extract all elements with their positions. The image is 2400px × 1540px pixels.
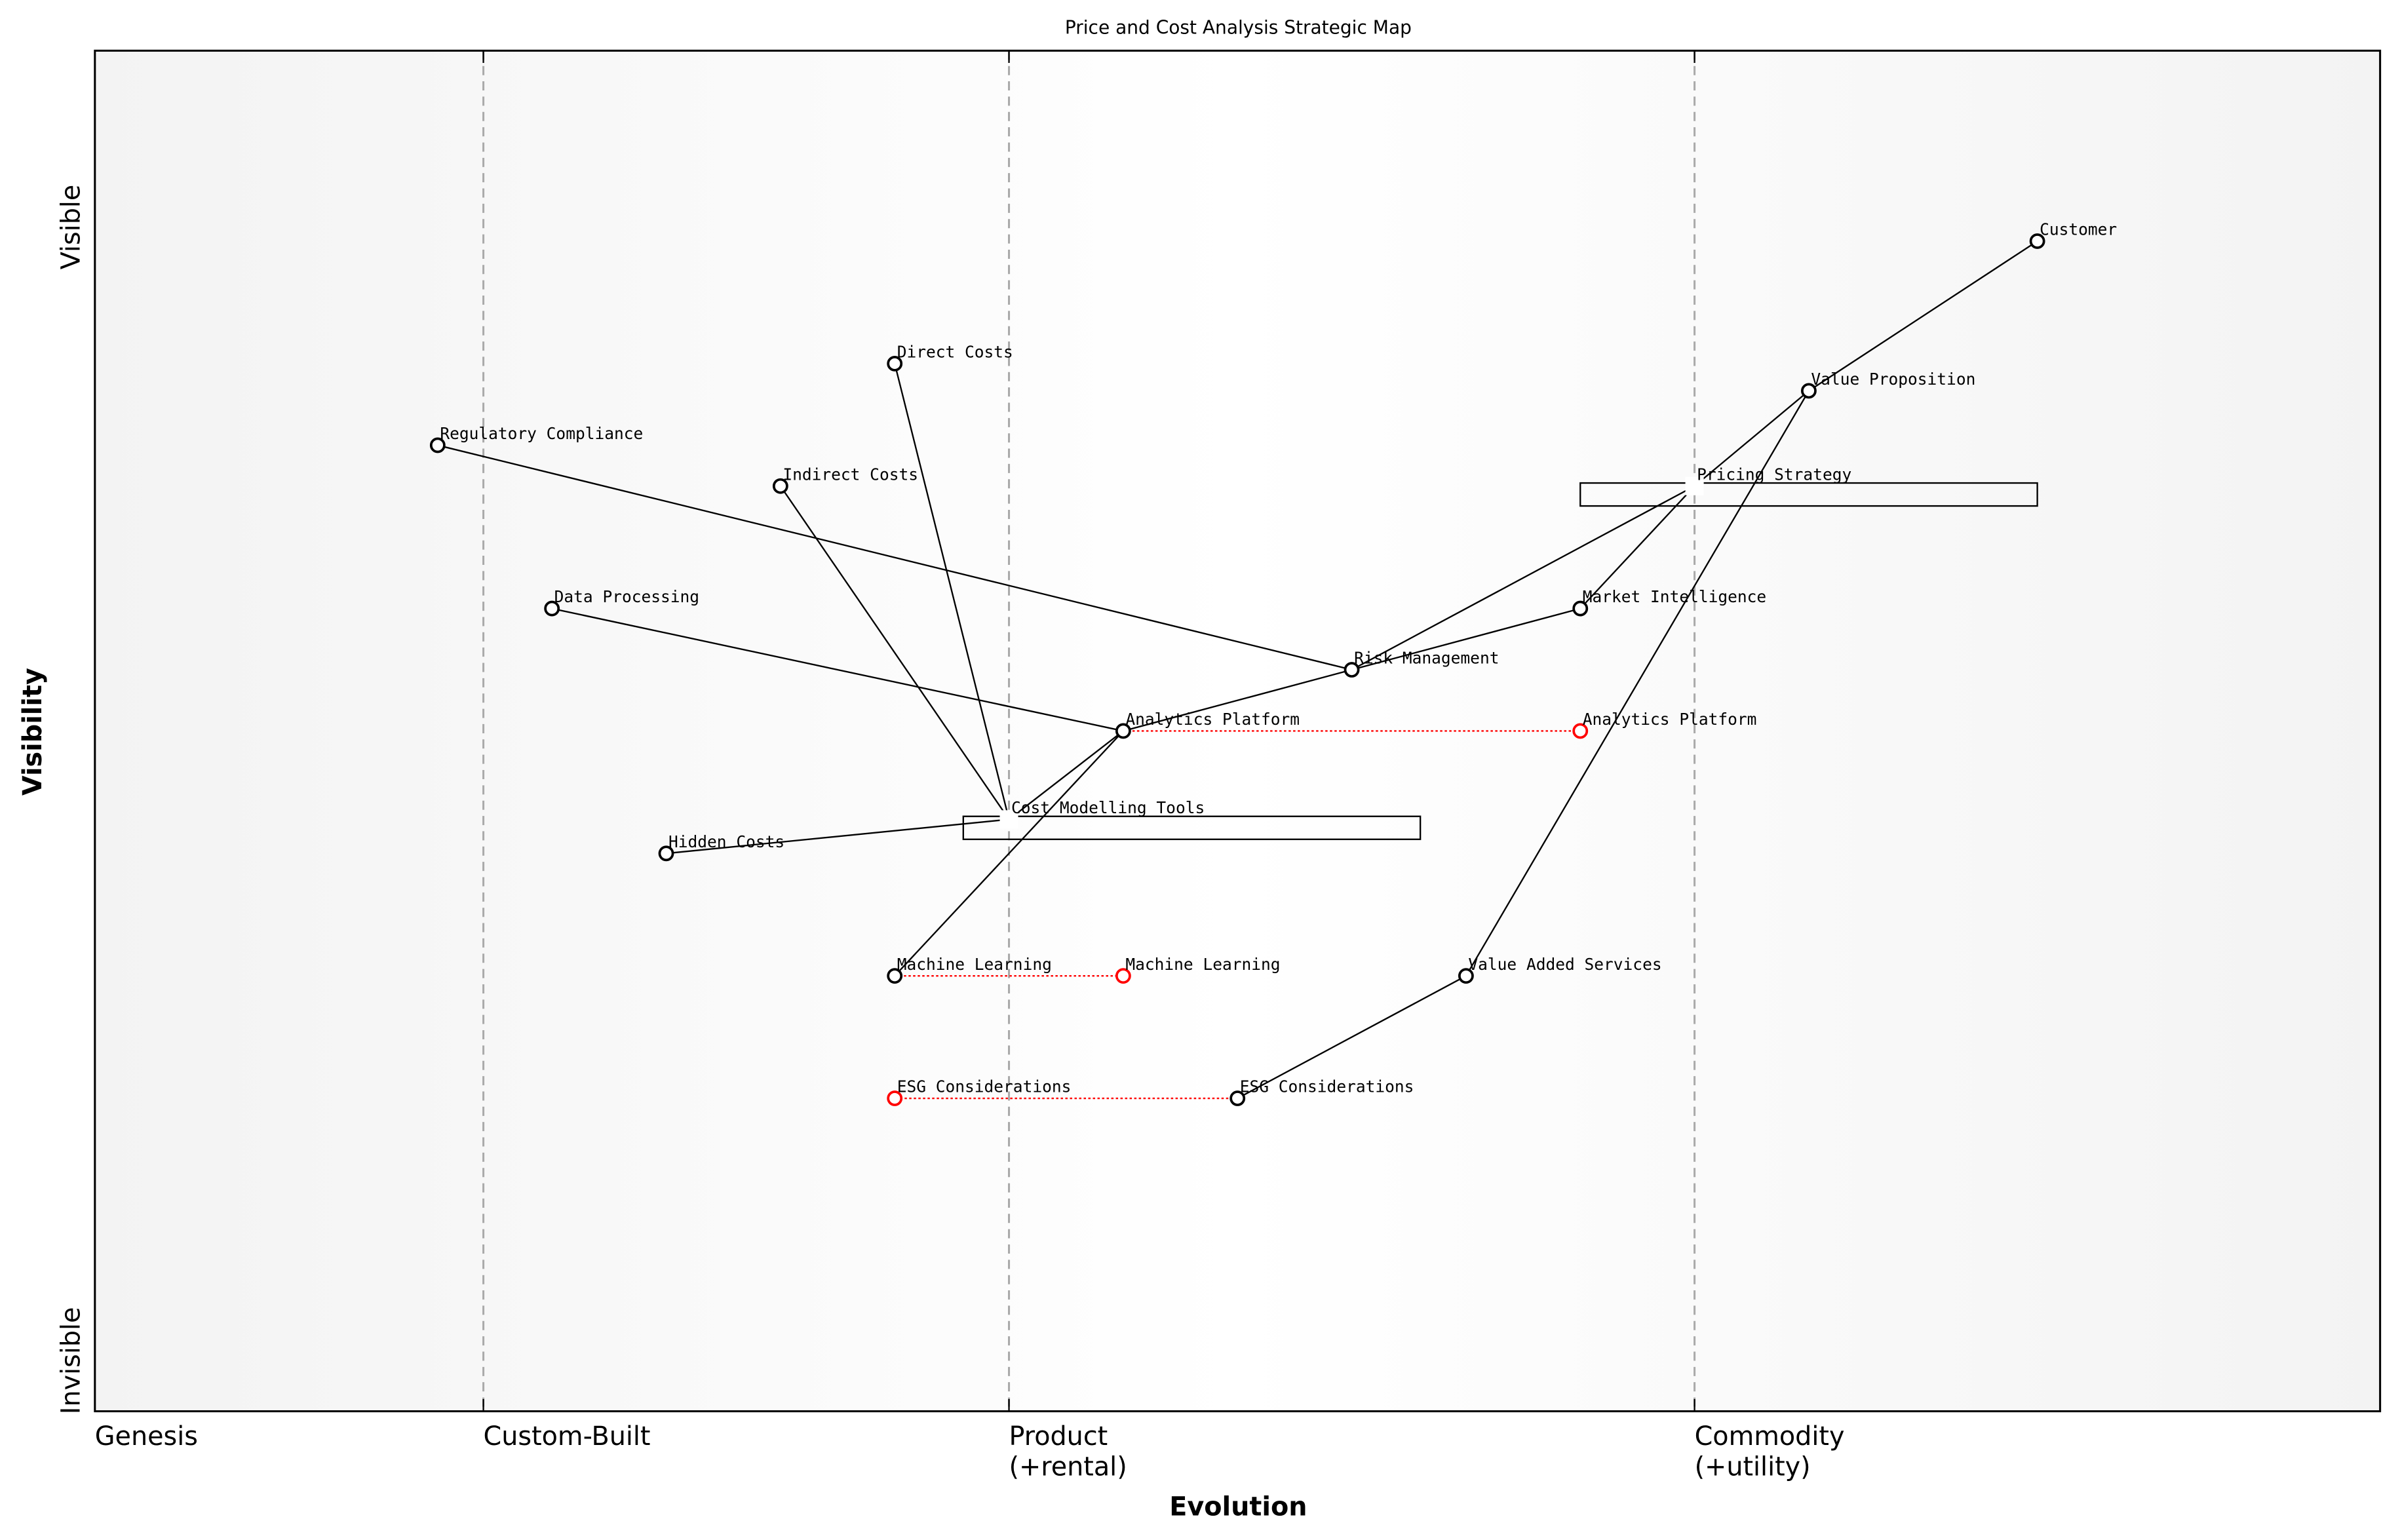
component-value_added_services[interactable]: Value Added Services [1458,955,1662,984]
background-band-left [94,50,1239,1412]
component-node[interactable] [772,478,788,494]
component-label: Customer [2040,220,2117,239]
component-risk_management[interactable]: Risk Management [1344,649,1500,678]
plot-frame [94,49,2382,1413]
component-data_processing[interactable]: Data Processing [544,587,699,617]
component-hidden_costs[interactable]: Hidden Costs [658,832,784,862]
component-node[interactable] [544,600,560,617]
link-risk_management-analytics_platform [1123,668,1352,732]
link-analytics_platform-machine_learning [894,730,1124,976]
component-label: Market Intelligence [1583,587,1766,606]
link-pricing_strategy-risk_management [1351,485,1695,671]
component-label: Regulatory Compliance [440,424,643,443]
plot-area: Customer Value Proposition Pricing Strateg… [94,49,2382,1413]
x-tick-label: Custom-Built [484,1421,651,1452]
component-label: Hidden Costs [668,832,784,851]
component-label: Pricing Strategy [1697,465,1851,484]
link-value_proposition-pricing_strategy [1694,390,1810,487]
pipeline-anchor-cost_modelling_tools [999,810,1018,829]
component-label: Direct Costs [897,343,1013,362]
component-node[interactable] [1572,600,1589,617]
component-node[interactable] [1344,662,1360,678]
link-cost_modelling_tools-hidden_costs [666,818,1009,855]
link-value_added_services-esg_considerations [1237,975,1467,1100]
component-node[interactable] [887,355,903,372]
x-tick-label: Commodity (+utility) [1695,1421,1845,1482]
component-label: Indirect Costs [783,465,918,484]
component-node[interactable] [429,437,446,453]
link-analytics_platform-cost_modelling_tools [1008,730,1124,820]
evolved-label: Analytics Platform [1583,710,1757,729]
component-label: Value Proposition [1811,370,1975,389]
component-value_proposition[interactable]: Value Proposition [1801,370,1975,399]
y-axis-bottom-label: Invisible [56,1307,86,1415]
evolved-label: ESG Considerations [897,1077,1072,1096]
component-label: Data Processing [554,587,699,606]
component-analytics_platform[interactable]: Analytics Platform [1115,710,1300,739]
link-cost_modelling_tools-direct_costs [894,363,1010,820]
evolved-esg_considerations[interactable]: ESG Considerations [887,1077,1072,1106]
pipeline-pricing_strategy [1579,482,2038,507]
evolved-label: Machine Learning [1125,955,1280,974]
component-label: Analytics Platform [1125,710,1300,729]
x-axis-label: Evolution [1169,1492,1307,1522]
x-tick-label: Product (+rental) [1009,1421,1127,1482]
component-label: Machine Learning [897,955,1052,974]
component-label: ESG Considerations [1240,1077,1414,1096]
y-axis-label: Visibility [18,668,48,796]
component-node[interactable] [1229,1090,1246,1106]
component-indirect_costs[interactable]: Indirect Costs [772,465,918,494]
evolved-analytics_platform[interactable]: Analytics Platform [1572,710,1757,739]
y-axis-top-label: Visible [56,185,86,270]
component-node[interactable] [1801,383,1817,399]
link-analytics_platform-data_processing [551,607,1124,732]
component-node[interactable] [2029,233,2045,249]
component-label: Value Added Services [1468,955,1661,974]
component-regulatory_compliance[interactable]: Regulatory Compliance [429,424,643,453]
component-node[interactable] [1115,723,1131,739]
link-risk_management-regulatory_compliance [437,444,1352,671]
evolved-node[interactable] [1572,723,1589,739]
component-label: Cost Modelling Tools [1011,798,1205,817]
link-customer-value_proposition [1808,241,2038,392]
component-label: Risk Management [1354,649,1499,668]
link-cost_modelling_tools-indirect_costs [779,486,1010,820]
component-esg_considerations[interactable]: ESG Considerations [1229,1077,1414,1106]
x-tick-label: Genesis [95,1421,198,1452]
link-risk_management-market_intelligence [1351,607,1581,671]
pipeline-cost_modelling_tools [962,815,1422,840]
pipeline-anchor-pricing_strategy [1685,476,1704,495]
component-direct_costs[interactable]: Direct Costs [887,343,1013,372]
component-cost_modelling_tools[interactable]: Cost Modelling Tools [1011,798,1205,817]
component-customer[interactable]: Customer [2029,220,2118,249]
component-node[interactable] [658,845,674,862]
component-node[interactable] [887,968,903,984]
evolved-node[interactable] [1115,968,1131,984]
component-machine_learning[interactable]: Machine Learning [887,955,1052,984]
evolved-machine_learning[interactable]: Machine Learning [1115,955,1281,984]
component-market_intelligence[interactable]: Market Intelligence [1572,587,1766,617]
evolved-node[interactable] [887,1090,903,1106]
component-pricing_strategy[interactable]: Pricing Strategy [1697,465,1851,484]
link-value_proposition-value_added_services [1465,390,1810,976]
component-node[interactable] [1458,968,1474,984]
chart-title: Price and Cost Analysis Strategic Map [1065,17,1412,39]
